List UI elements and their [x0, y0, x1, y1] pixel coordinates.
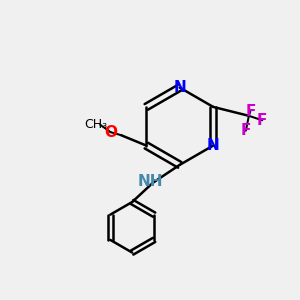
Text: N: N	[207, 138, 220, 153]
Text: F: F	[257, 113, 267, 128]
Text: O: O	[104, 125, 117, 140]
Text: N: N	[173, 80, 186, 95]
Text: F: F	[245, 104, 256, 119]
Text: NH: NH	[137, 174, 163, 189]
Text: CH₃: CH₃	[84, 118, 107, 131]
Text: F: F	[241, 123, 251, 138]
